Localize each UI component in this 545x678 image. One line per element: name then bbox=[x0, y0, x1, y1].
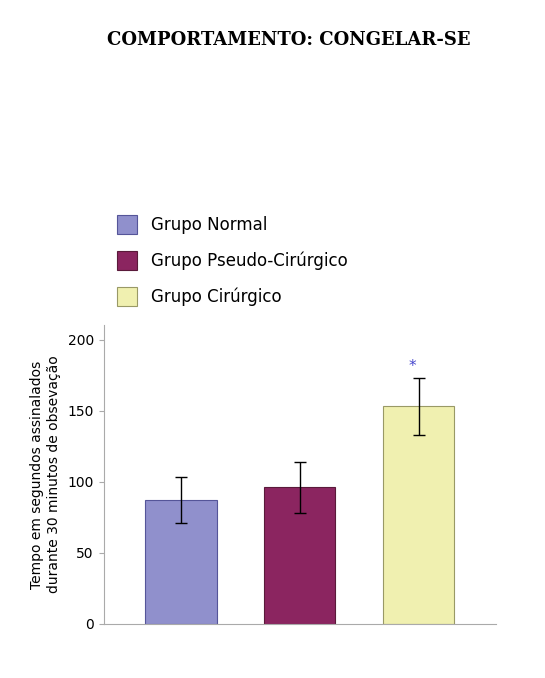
Bar bbox=[264, 487, 335, 624]
Text: COMPORTAMENTO: CONGELAR-SE: COMPORTAMENTO: CONGELAR-SE bbox=[107, 31, 470, 49]
Bar bbox=[383, 406, 455, 624]
Bar bbox=[145, 500, 216, 624]
Text: *: * bbox=[409, 359, 416, 374]
Y-axis label: Tempo em segundos assinalados
durante 30 minutos de obsevação: Tempo em segundos assinalados durante 30… bbox=[31, 356, 60, 593]
Legend: Grupo Normal, Grupo Pseudo-Cirúrgico, Grupo Cirúrgico: Grupo Normal, Grupo Pseudo-Cirúrgico, Gr… bbox=[117, 215, 347, 306]
